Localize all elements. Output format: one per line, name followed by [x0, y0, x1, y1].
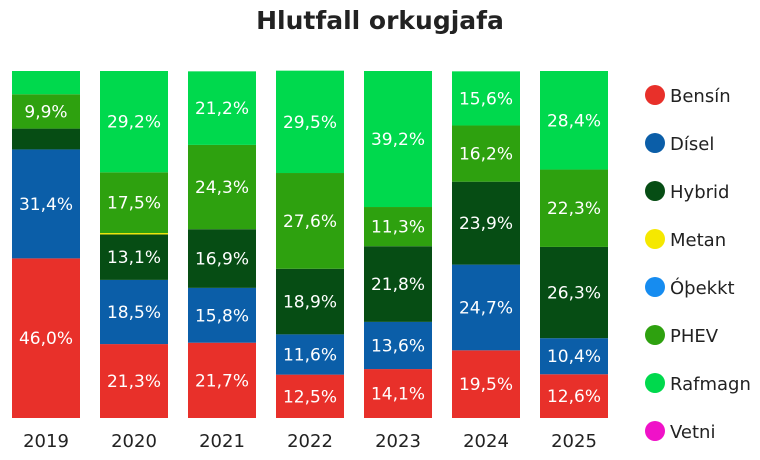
bars-group: 46,0% 31,4% 9,9% 21,3% 18,5% 13,1% 17,5% 29,2% 2… — [12, 70, 608, 418]
data-label-dísel-2023: 13,6% — [371, 336, 425, 356]
bar-segment-dísel-2022 — [276, 334, 344, 375]
data-label-dísel-2020: 18,5% — [107, 303, 161, 323]
bar-segment-phev-2024 — [452, 125, 520, 182]
data-label-bensín-2021: 21,7% — [195, 371, 249, 391]
bar-segment-hybrid-2024 — [452, 181, 520, 265]
data-label-bensín-2025: 12,6% — [547, 387, 601, 407]
legend-marker-vetni — [645, 421, 665, 441]
legend-label-vetni: Vetni — [670, 422, 715, 443]
legend-marker-metan — [645, 229, 665, 249]
bar-segment-rafmagn-2024 — [452, 71, 520, 126]
data-label-rafmagn-2023: 39,2% — [371, 130, 425, 150]
data-label-rafmagn-2025: 28,4% — [547, 111, 601, 131]
x-tick-2022: 2022 — [287, 431, 333, 452]
bar-segment-dísel-2019 — [12, 149, 80, 259]
legend-label-dísel: Dísel — [670, 134, 714, 155]
bar-segment-phev-2025 — [540, 169, 608, 247]
data-label-dísel-2024: 24,7% — [459, 298, 513, 318]
x-tick-2023: 2023 — [375, 431, 421, 452]
data-label-bensín-2023: 14,1% — [371, 385, 425, 405]
bar-segment-dísel-2023 — [364, 321, 432, 370]
data-label-phev-2021: 24,3% — [195, 178, 249, 198]
data-label-phev-2022: 27,6% — [283, 212, 337, 232]
bar-segment-rafmagn-2020 — [100, 71, 168, 173]
data-label-phev-2025: 22,3% — [547, 199, 601, 219]
data-label-bensín-2019: 46,0% — [19, 329, 73, 349]
data-label-rafmagn-2020: 29,2% — [107, 113, 161, 133]
data-label-dísel-2022: 11,6% — [283, 345, 337, 365]
bar-segment-bensín-2025 — [540, 374, 608, 418]
bar-segment-phev-2020 — [100, 172, 168, 234]
data-label-phev-2023: 11,3% — [371, 218, 425, 238]
bar-segment-hybrid-2022 — [276, 268, 344, 335]
x-tick-2021: 2021 — [199, 431, 245, 452]
x-tick-2020: 2020 — [111, 431, 157, 452]
legend-label-phev: PHEV — [670, 326, 719, 347]
data-label-dísel-2025: 10,4% — [547, 347, 601, 367]
data-label-hybrid-2024: 23,9% — [459, 214, 513, 234]
data-label-rafmagn-2021: 21,2% — [195, 99, 249, 119]
legend-marker-hybrid — [645, 181, 665, 201]
x-tick-2019: 2019 — [23, 431, 69, 452]
bar-segment-hybrid-2023 — [364, 246, 432, 322]
bar-segment-phev-2021 — [188, 144, 256, 230]
bar-segment-phev-2022 — [276, 173, 344, 269]
legend-marker-phev — [645, 325, 665, 345]
data-label-rafmagn-2024: 15,6% — [459, 89, 513, 109]
legend-marker-bensín — [645, 85, 665, 105]
bar-segment-dísel-2021 — [188, 287, 256, 343]
legend-label-rafmagn: Rafmagn — [670, 374, 751, 395]
data-label-hybrid-2021: 16,9% — [195, 250, 249, 270]
bar-segment-rafmagn-2025 — [540, 71, 608, 170]
bar-segment-phev-2019 — [12, 94, 80, 129]
bar-segment-hybrid-2019 — [12, 128, 80, 150]
bar-segment-rafmagn-2023 — [364, 71, 432, 208]
bar-segment-hybrid-2021 — [188, 229, 256, 288]
data-label-rafmagn-2022: 29,5% — [283, 113, 337, 133]
bar-segment-bensín-2022 — [276, 374, 344, 418]
data-label-hybrid-2020: 13,1% — [107, 248, 161, 268]
bar-segment-dísel-2025 — [540, 338, 608, 375]
data-label-phev-2019: 9,9% — [24, 102, 67, 122]
legend-label-bensín: Bensín — [670, 86, 731, 107]
data-label-bensín-2024: 19,5% — [459, 375, 513, 395]
legend: Bensín Dísel Hybrid Metan Óþekkt PHEV Rafmagn V… — [645, 85, 751, 443]
legend-marker-óþekkt — [645, 277, 665, 297]
data-label-bensín-2020: 21,3% — [107, 372, 161, 392]
bar-segment-hybrid-2025 — [540, 246, 608, 339]
bar-segment-rafmagn-2019 — [12, 71, 80, 95]
legend-label-metan: Metan — [670, 230, 726, 251]
data-label-phev-2020: 17,5% — [107, 194, 161, 214]
bar-segment-bensín-2021 — [188, 342, 256, 418]
bar-segment-phev-2023 — [364, 207, 432, 247]
x-tick-2024: 2024 — [463, 431, 509, 452]
legend-label-óþekkt: Óþekkt — [670, 277, 735, 299]
bar-segment-dísel-2020 — [100, 279, 168, 345]
data-label-hybrid-2023: 21,8% — [371, 275, 425, 295]
data-label-dísel-2021: 15,8% — [195, 306, 249, 326]
data-label-phev-2024: 16,2% — [459, 145, 513, 165]
legend-marker-dísel — [645, 133, 665, 153]
bar-segment-hybrid-2020 — [100, 234, 168, 280]
x-tick-2025: 2025 — [551, 431, 597, 452]
data-label-hybrid-2022: 18,9% — [283, 293, 337, 313]
data-label-dísel-2019: 31,4% — [19, 195, 73, 215]
chart-title: Hlutfall orkugjafa — [256, 6, 504, 35]
legend-label-hybrid: Hybrid — [670, 182, 729, 203]
bar-segment-bensín-2019 — [12, 258, 80, 418]
bar-segment-bensín-2024 — [452, 350, 520, 418]
data-label-hybrid-2025: 26,3% — [547, 284, 601, 304]
x-axis-ticks: 2019 2020 2021 2022 2023 2024 2025 — [23, 431, 597, 452]
bar-segment-rafmagn-2022 — [276, 70, 344, 174]
bar-segment-metan-2020 — [100, 233, 168, 235]
bar-segment-rafmagn-2021 — [188, 71, 256, 145]
legend-marker-rafmagn — [645, 373, 665, 393]
bar-segment-dísel-2024 — [452, 264, 520, 351]
data-label-bensín-2022: 12,5% — [283, 387, 337, 407]
bar-segment-bensín-2023 — [364, 369, 432, 418]
bar-segment-bensín-2020 — [100, 344, 168, 418]
